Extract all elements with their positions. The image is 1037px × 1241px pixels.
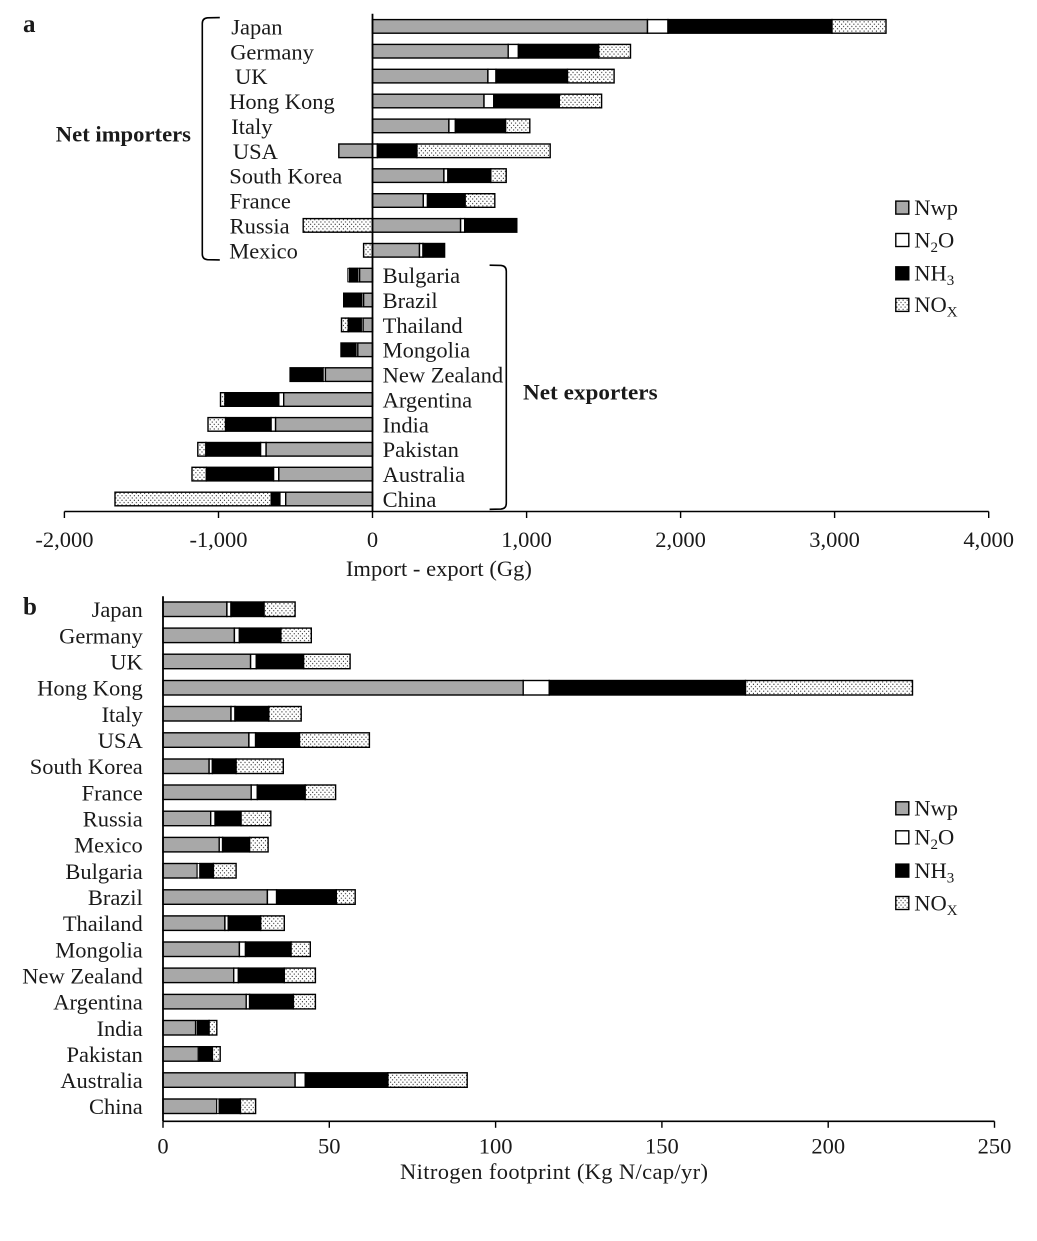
svg-text:Pakistan: Pakistan xyxy=(67,1042,143,1067)
svg-text:China: China xyxy=(383,487,437,512)
svg-text:-2,000: -2,000 xyxy=(35,527,93,552)
svg-text:Mexico: Mexico xyxy=(229,238,298,263)
svg-text:Import - export (Gg): Import - export (Gg) xyxy=(346,556,532,581)
svg-text:Australia: Australia xyxy=(60,1068,142,1093)
svg-text:Mexico: Mexico xyxy=(74,833,143,858)
svg-text:Hong Kong: Hong Kong xyxy=(37,676,143,701)
svg-text:Hong Kong: Hong Kong xyxy=(229,89,335,114)
svg-text:3,000: 3,000 xyxy=(809,527,860,552)
svg-text:b: b xyxy=(23,594,37,621)
svg-text:Net importers: Net importers xyxy=(56,121,191,146)
svg-text:0: 0 xyxy=(367,527,378,552)
svg-text:Net exporters: Net exporters xyxy=(523,380,658,405)
svg-text:Germany: Germany xyxy=(230,39,314,64)
svg-text:Russia: Russia xyxy=(230,213,290,238)
svg-text:Bulgaria: Bulgaria xyxy=(383,263,460,288)
svg-text:Japan: Japan xyxy=(231,14,282,39)
svg-text:Brazil: Brazil xyxy=(88,885,143,910)
svg-text:100: 100 xyxy=(479,1134,513,1159)
svg-text:USA: USA xyxy=(98,728,144,753)
svg-text:France: France xyxy=(230,189,291,214)
svg-text:Japan: Japan xyxy=(92,597,143,622)
svg-text:-1,000: -1,000 xyxy=(189,527,247,552)
svg-text:NH3: NH3 xyxy=(914,858,954,887)
svg-text:UK: UK xyxy=(235,64,268,89)
svg-text:Pakistan: Pakistan xyxy=(383,437,459,462)
svg-text:India: India xyxy=(383,412,429,437)
svg-text:Australia: Australia xyxy=(383,462,465,487)
svg-text:China: China xyxy=(89,1094,143,1119)
svg-text:Mongolia: Mongolia xyxy=(383,338,471,363)
svg-text:Nwp: Nwp xyxy=(914,195,958,220)
svg-text:Argentina: Argentina xyxy=(383,388,473,413)
svg-text:0: 0 xyxy=(157,1134,168,1159)
svg-text:USA: USA xyxy=(233,139,279,164)
svg-text:200: 200 xyxy=(811,1134,845,1159)
svg-text:South Korea: South Korea xyxy=(229,164,342,189)
svg-text:Thailand: Thailand xyxy=(383,313,463,338)
svg-text:Brazil: Brazil xyxy=(383,288,438,313)
svg-text:South Korea: South Korea xyxy=(30,754,143,779)
svg-text:Russia: Russia xyxy=(83,807,143,832)
svg-text:4,000: 4,000 xyxy=(963,527,1014,552)
svg-text:NOX: NOX xyxy=(914,292,958,321)
svg-text:Bulgaria: Bulgaria xyxy=(65,859,142,884)
svg-text:150: 150 xyxy=(645,1134,679,1159)
svg-text:a: a xyxy=(23,11,36,38)
svg-text:Italy: Italy xyxy=(231,114,273,139)
svg-text:Mongolia: Mongolia xyxy=(55,937,143,962)
svg-text:1,000: 1,000 xyxy=(501,527,552,552)
svg-text:2,000: 2,000 xyxy=(655,527,706,552)
svg-text:France: France xyxy=(82,780,143,805)
svg-text:UK: UK xyxy=(110,650,143,675)
svg-text:Nwp: Nwp xyxy=(914,796,958,821)
svg-text:Thailand: Thailand xyxy=(63,911,143,936)
svg-text:Germany: Germany xyxy=(59,623,143,648)
svg-text:Argentina: Argentina xyxy=(53,990,143,1015)
svg-text:50: 50 xyxy=(318,1134,341,1159)
svg-text:New Zealand: New Zealand xyxy=(22,963,143,988)
svg-text:New Zealand: New Zealand xyxy=(383,363,504,388)
svg-text:250: 250 xyxy=(978,1134,1012,1159)
svg-text:Italy: Italy xyxy=(102,702,144,727)
svg-text:India: India xyxy=(97,1016,143,1041)
svg-text:Nitrogen footprint (Kg N/cap/y: Nitrogen footprint (Kg N/cap/yr) xyxy=(400,1159,708,1184)
